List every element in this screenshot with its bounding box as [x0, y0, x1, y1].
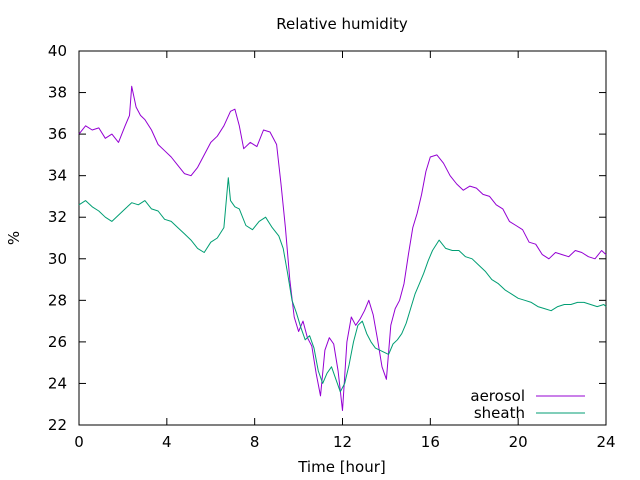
y-tick-label: 22	[48, 416, 67, 434]
x-tick-label: 24	[596, 433, 615, 451]
y-tick-label: 40	[48, 42, 67, 60]
y-axis: 22 24 26 28 30 32 34 36 38 40	[48, 42, 606, 434]
y-tick-label: 36	[48, 125, 67, 143]
x-tick-label: 4	[162, 433, 172, 451]
x-tick-label: 16	[421, 433, 440, 451]
y-tick-label: 30	[48, 250, 67, 268]
x-tick-label: 0	[74, 433, 84, 451]
y-tick-label: 38	[48, 84, 67, 102]
legend-label-sheath: sheath	[474, 404, 525, 422]
series-line-sheath	[78, 177, 607, 393]
series-line-aerosol	[78, 85, 607, 411]
y-tick-label: 28	[48, 291, 67, 309]
x-tick-label: 12	[333, 433, 352, 451]
y-axis-label: %	[5, 231, 23, 245]
legend-label-aerosol: aerosol	[470, 387, 525, 405]
x-tick-label: 8	[250, 433, 260, 451]
x-axis-label: Time [hour]	[297, 458, 386, 476]
y-tick-label: 34	[48, 167, 67, 185]
chart-title: Relative humidity	[276, 15, 408, 33]
y-tick-label: 26	[48, 333, 67, 351]
x-axis: 0 4 8 12 16 20 24	[74, 51, 616, 451]
y-tick-label: 24	[48, 374, 67, 392]
series-layer	[78, 85, 607, 411]
x-tick-label: 20	[509, 433, 528, 451]
y-tick-label: 32	[48, 208, 67, 226]
